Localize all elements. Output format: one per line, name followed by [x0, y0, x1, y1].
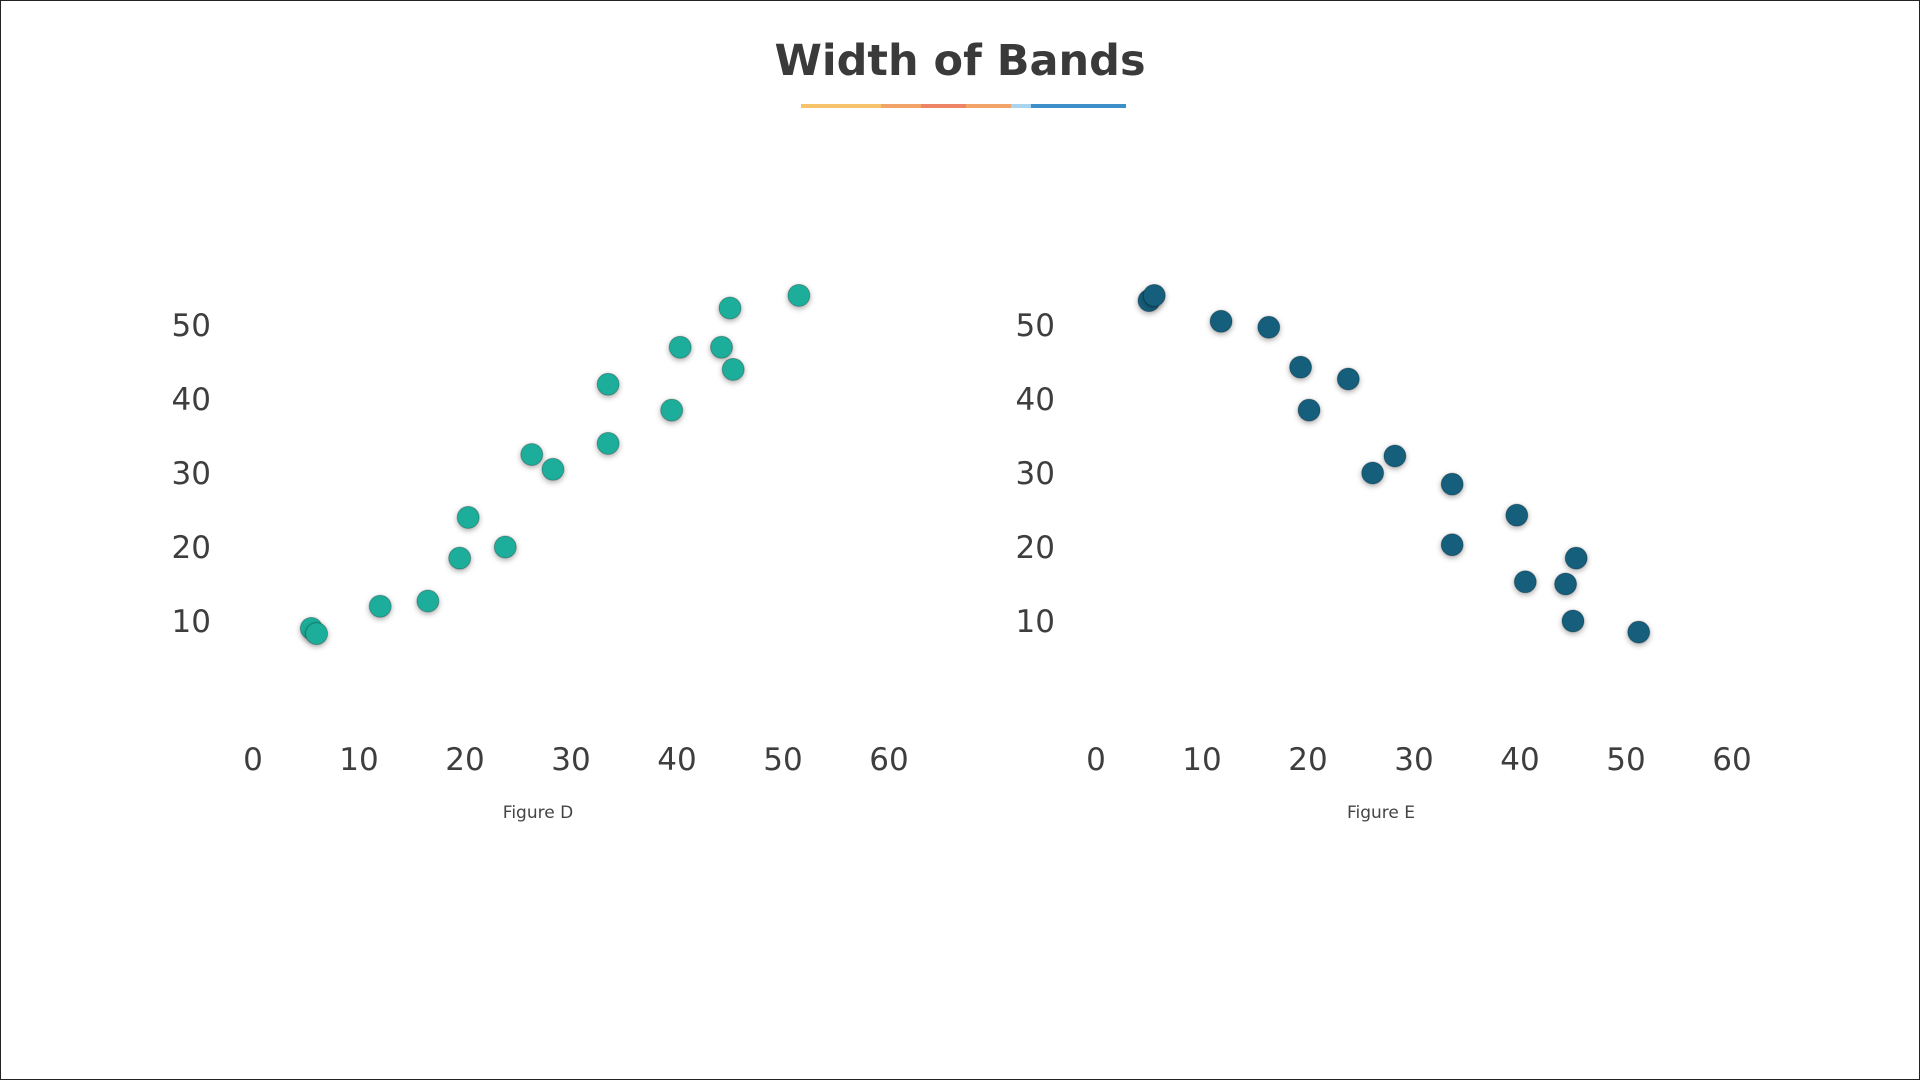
y-tick-label: 40: [172, 382, 211, 418]
y-tick-label: 10: [172, 604, 211, 640]
underline-segment: [1031, 104, 1126, 108]
data-point: [660, 398, 684, 422]
data-point: [721, 357, 745, 381]
x-tick-label: 60: [869, 742, 908, 778]
x-tick-label: 10: [339, 742, 378, 778]
data-point: [596, 431, 620, 455]
underline-segment: [921, 104, 966, 108]
x-tick-label: 20: [1288, 742, 1327, 778]
figure-caption: Figure E: [1347, 803, 1415, 823]
y-tick-label: 40: [1016, 382, 1055, 418]
data-point: [1209, 309, 1233, 333]
data-point: [541, 457, 565, 481]
figure-d-chart: 0 10 20 30 40 50 60 10 20 30 40 50 Figure D: [172, 265, 909, 823]
data-point: [368, 594, 392, 618]
x-tick-label: 50: [763, 742, 802, 778]
data-point: [493, 535, 517, 559]
y-tick-label: 30: [172, 456, 211, 492]
data-point: [1383, 444, 1407, 468]
underline-segment: [881, 104, 921, 108]
data-point: [596, 372, 620, 396]
data-point: [710, 335, 734, 359]
data-point: [1361, 461, 1385, 485]
y-tick-label: 50: [1016, 308, 1055, 344]
x-tick-label: 40: [1500, 742, 1539, 778]
data-point: [718, 296, 742, 320]
x-tick-label: 50: [1606, 742, 1645, 778]
data-point: [1336, 367, 1360, 391]
data-point: [1297, 398, 1321, 422]
y-tick-label: 10: [1016, 604, 1055, 640]
x-tick-label: 30: [1394, 742, 1433, 778]
x-tick-label: 30: [551, 742, 590, 778]
x-tick-label: 20: [445, 742, 484, 778]
data-point: [1513, 570, 1537, 594]
data-point: [416, 589, 440, 613]
data-point: [520, 443, 544, 466]
data-point: [1142, 283, 1166, 307]
data-point: [1440, 472, 1464, 496]
x-tick-label: 0: [243, 742, 263, 778]
underline-segment: [801, 104, 881, 108]
underline-segment: [1011, 104, 1031, 108]
data-point: [1289, 355, 1313, 379]
y-tick-label: 20: [1016, 530, 1055, 566]
data-point: [668, 335, 692, 359]
data-point: [1561, 609, 1585, 633]
figure-caption: Figure D: [503, 803, 573, 823]
data-point: [1627, 620, 1651, 644]
data-point: [787, 283, 811, 307]
data-point: [456, 505, 480, 529]
title-underline: [801, 104, 1126, 108]
y-tick-label: 50: [172, 308, 211, 344]
data-point: [1440, 533, 1464, 557]
figure-e-chart: 0 10 20 30 40 50 60 10 20 30 40 50 Figure E: [1016, 265, 1752, 823]
x-tick-label: 0: [1086, 742, 1106, 778]
data-point: [305, 622, 329, 646]
data-point: [1564, 546, 1588, 570]
x-tick-label: 40: [657, 742, 696, 778]
x-tick-label: 10: [1182, 742, 1221, 778]
data-point: [1257, 315, 1281, 339]
page-title: Width of Bands: [774, 36, 1146, 86]
data-point: [1554, 572, 1578, 596]
data-point: [1505, 503, 1529, 527]
underline-segment: [966, 104, 1011, 108]
data-point: [448, 546, 472, 570]
x-tick-label: 60: [1712, 742, 1751, 778]
y-tick-label: 30: [1016, 456, 1055, 492]
y-tick-label: 20: [172, 530, 211, 566]
